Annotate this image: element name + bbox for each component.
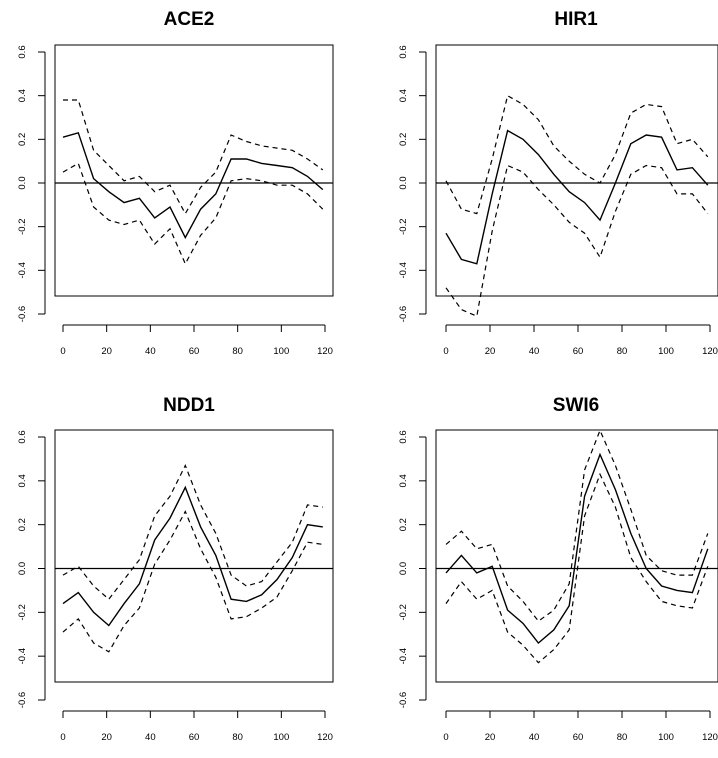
lower-bound-dashed-line [62,510,323,653]
y-tick-label: 0.0 [17,176,28,189]
x-tick-label: 120 [317,346,333,357]
upper-bound-dashed-line [445,430,709,622]
x-tick-label: 80 [232,732,243,743]
y-tick-label: 0.6 [398,45,409,58]
y-tick-label: 0.0 [398,176,409,189]
y-tick-label: 0.4 [398,89,409,102]
panel-title: ACE2 [164,9,215,30]
x-tick-label: 100 [658,732,674,743]
y-tick-label: -0.4 [17,648,28,664]
x-tick-label: 40 [145,346,156,357]
mean-series-line [62,485,323,627]
x-tick-label: 40 [529,346,540,357]
panel-hir1: HIR1 0 20 40 60 80 100 120 -0.6 -0.4 -0.2 0.0 0.2 0.4… [398,9,718,357]
y-tick-label: 0.6 [398,430,409,443]
y-tick-label: -0.6 [398,692,409,708]
y-tick-label: 0.2 [398,518,409,531]
series-group [445,430,709,664]
y-tick-label: -0.4 [398,648,409,664]
panel-ndd1: NDD1 0 20 40 60 80 100 120 -0.6 -0.4 -0.2 0.0 0.2 0.4… [17,395,334,743]
x-tick-label: 40 [145,732,156,743]
x-tick-label: 60 [573,346,584,357]
y-tick-label: 0.6 [17,45,28,58]
upper-bound-dashed-line [445,94,709,215]
x-tick-label: 80 [617,346,628,357]
plot-frame [435,44,718,297]
mean-series-line [445,452,709,645]
y-tick-label: 0.0 [17,562,28,575]
x-tick-label: 0 [60,346,65,357]
x-tick-label: 20 [485,346,496,357]
plot-frame [435,429,718,683]
y-tick-label: 0.2 [17,518,28,531]
x-tick-label: 60 [189,346,200,357]
series-group [62,464,323,653]
panel-swi6: SWI6 0 20 40 60 80 100 120 -0.6 -0.4 -0.2 0.0 0.2 0.4… [398,395,718,743]
lower-bound-dashed-line [62,162,324,266]
series-group [62,99,324,266]
x-tick-label: 20 [101,346,112,357]
x-tick-label: 100 [273,346,289,357]
lower-bound-dashed-line [445,164,709,318]
y-tick-label: -0.2 [17,218,28,234]
x-tick-label: 60 [573,732,584,743]
y-tick-label: 0.4 [17,89,28,102]
x-tick-label: 0 [443,346,448,357]
y-tick-label: -0.4 [17,262,28,278]
y-tick-label: 0.4 [17,474,28,487]
x-tick-label: 100 [658,346,674,357]
panel-title: HIR1 [554,9,598,30]
lower-bound-dashed-line [445,472,709,664]
y-tick-label: 0.6 [17,430,28,443]
x-tick-label: 60 [189,732,200,743]
mean-series-line [62,131,324,240]
y-tick-label: -0.2 [17,604,28,620]
y-tick-label: -0.2 [398,604,409,620]
series-group [445,94,709,318]
y-tick-label: -0.2 [398,218,409,234]
upper-bound-dashed-line [63,99,324,215]
x-tick-label: 120 [702,346,718,357]
x-tick-label: 20 [485,732,496,743]
y-tick-label: 0.4 [398,474,409,487]
plot-frame [54,44,334,297]
x-tick-label: 120 [702,732,718,743]
plot-frame [54,429,334,683]
y-tick-label: 0.2 [398,133,409,146]
x-tick-label: 0 [443,732,448,743]
y-tick-label: 0.2 [17,133,28,146]
mean-series-line [445,129,709,265]
upper-bound-dashed-line [62,464,323,601]
x-tick-label: 100 [273,732,289,743]
x-tick-label: 80 [617,732,628,743]
panel-title: SWI6 [553,395,599,416]
y-tick-label: -0.6 [17,692,28,708]
x-tick-label: 20 [101,732,112,743]
x-tick-label: 40 [529,732,540,743]
panel-title: NDD1 [163,395,215,416]
y-tick-label: -0.6 [398,306,409,322]
x-tick-label: 0 [60,732,65,743]
panel-ace2: ACE2 0 20 40 60 80 100 120 -0.6 -0.4 -0.2 0.0 0.2 0.4… [17,9,334,357]
x-tick-label: 120 [317,732,333,743]
y-tick-label: 0.0 [398,562,409,575]
y-tick-label: -0.4 [398,262,409,278]
x-tick-label: 80 [232,346,243,357]
y-tick-label: -0.6 [17,306,28,322]
